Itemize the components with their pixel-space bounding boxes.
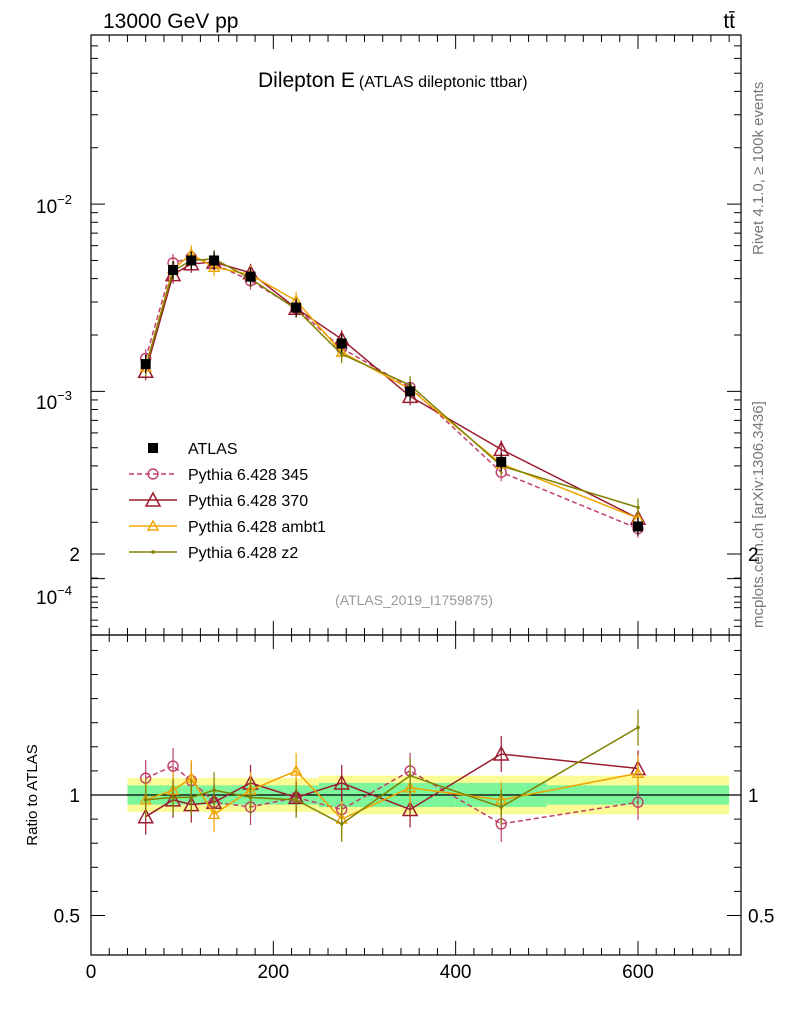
ratio-point <box>171 795 175 800</box>
ratio-y-tick-label: 0.5 <box>54 907 80 928</box>
ratio-axis-ticks <box>90 553 741 955</box>
data-point <box>336 338 347 349</box>
legend-label-pythia-6-428-370: Pythia 6.428 370 <box>188 493 308 510</box>
x-tick-label: 200 <box>257 962 289 983</box>
ratio-point <box>212 788 216 792</box>
series-atlas <box>140 251 643 536</box>
data-point <box>636 505 640 510</box>
ratio-y-tick-label-right: 1 <box>748 786 759 807</box>
x-tick-label: 400 <box>440 962 472 983</box>
series-line <box>144 258 639 509</box>
ratio-panel: 0.5 0.5 1 1 2 2 0 200 400 600 Ratio to ATLAS <box>24 545 774 983</box>
ratio-line <box>145 753 639 818</box>
series-line <box>144 261 639 519</box>
ratio-point <box>339 822 344 826</box>
ratio-point <box>636 725 640 730</box>
ratio-point <box>143 798 148 802</box>
ratio-point <box>207 807 221 819</box>
ratio-line <box>145 726 639 825</box>
ratio-point <box>632 796 644 808</box>
ratio-point <box>631 766 645 779</box>
legend-marker-pythia-6-428-z2 <box>151 550 155 554</box>
data-point <box>186 255 197 266</box>
series-pythia-6-428-ambt1 <box>139 245 645 528</box>
data-point <box>140 359 151 370</box>
ratio-point <box>408 773 412 778</box>
side-label-top: Rivet 4.1.0, ≥ 100k events <box>750 82 767 255</box>
ratio-tick-labels: 0.5 0.5 1 1 2 2 0 200 400 600 <box>54 545 775 983</box>
y-tick-label-1e-3: 10−3 <box>36 388 72 414</box>
ratio-y-tick-label-right: 2 <box>748 545 759 566</box>
y-tick-exp-1e-2: −2 <box>57 192 72 207</box>
legend-marker-pythia-6-428-ambt1 <box>146 519 160 531</box>
x-tick-label: 0 <box>86 962 97 983</box>
process-label: tt̄ <box>723 10 735 33</box>
legend-label-pythia-6-428-345: Pythia 6.428 345 <box>188 467 308 484</box>
legend-marker-atlas <box>148 443 158 453</box>
data-point <box>207 260 221 272</box>
y-tick-label-1e-2: 10−2 <box>36 192 72 218</box>
ratio-point <box>294 798 298 802</box>
data-point <box>632 521 643 532</box>
side-label-bottom: mcplots.cern.ch [arXiv:1306.3436] <box>750 401 767 628</box>
main-panel: 10−2 10−3 10−4 <box>36 34 742 636</box>
data-point <box>405 386 416 397</box>
legend: ATLAS Pythia 6.428 345 Pythia 6.428 370 Pyt… <box>129 441 326 562</box>
legend-marker-pythia-6-428-345 <box>147 468 159 480</box>
ratio-point <box>248 795 253 800</box>
ratio-series-pythia-6-428-z2 <box>143 709 640 842</box>
legend-label-pythia-6-428-ambt1: Pythia 6.428 ambt1 <box>188 519 326 536</box>
legend-marker-pythia-6-428-370 <box>144 491 162 507</box>
main-axis-ticks <box>90 34 741 636</box>
ratio-point <box>289 764 303 776</box>
main-series <box>137 245 647 538</box>
ratio-point <box>167 760 179 772</box>
chart-title: Dilepton E (ATLAS dileptonic ttbar) <box>258 69 528 92</box>
ratio-point <box>401 800 419 817</box>
ratio-y-tick-label: 1 <box>69 786 80 807</box>
data-point <box>291 302 302 313</box>
ratio-y-tick-label-right: 0.5 <box>748 907 774 928</box>
ratio-point <box>492 745 510 761</box>
ratio-line <box>145 765 639 825</box>
ratio-ylabel: Ratio to ATLAS <box>24 744 41 845</box>
ratio-point <box>137 808 154 824</box>
title-main: Dilepton E <box>258 69 355 92</box>
y-tick-label-1e-4: 10−4 <box>36 583 72 609</box>
ratio-y-tick-label: 2 <box>69 545 80 566</box>
data-point <box>168 264 179 275</box>
ratio-line <box>145 770 639 821</box>
ratio-point <box>333 774 350 790</box>
title-sub: (ATLAS dileptonic ttbar) <box>359 74 528 91</box>
legend-label-pythia-6-428-z2: Pythia 6.428 z2 <box>188 545 298 562</box>
data-point <box>245 271 256 282</box>
y-tick-exp-1e-3: −3 <box>57 388 72 403</box>
y-tick-exp-1e-4: −4 <box>57 583 72 598</box>
analysis-id: (ATLAS_2019_I1759875) <box>335 592 493 608</box>
energy-label: 13000 GeV pp <box>103 10 238 33</box>
data-point <box>496 456 507 467</box>
data-point <box>339 352 344 356</box>
x-tick-label: 600 <box>622 962 654 983</box>
ratio-point <box>189 795 194 800</box>
legend-label-atlas: ATLAS <box>188 441 238 458</box>
ratio-series <box>137 709 647 842</box>
series-line <box>144 256 639 530</box>
data-point <box>209 255 220 266</box>
ratio-point <box>499 805 504 809</box>
